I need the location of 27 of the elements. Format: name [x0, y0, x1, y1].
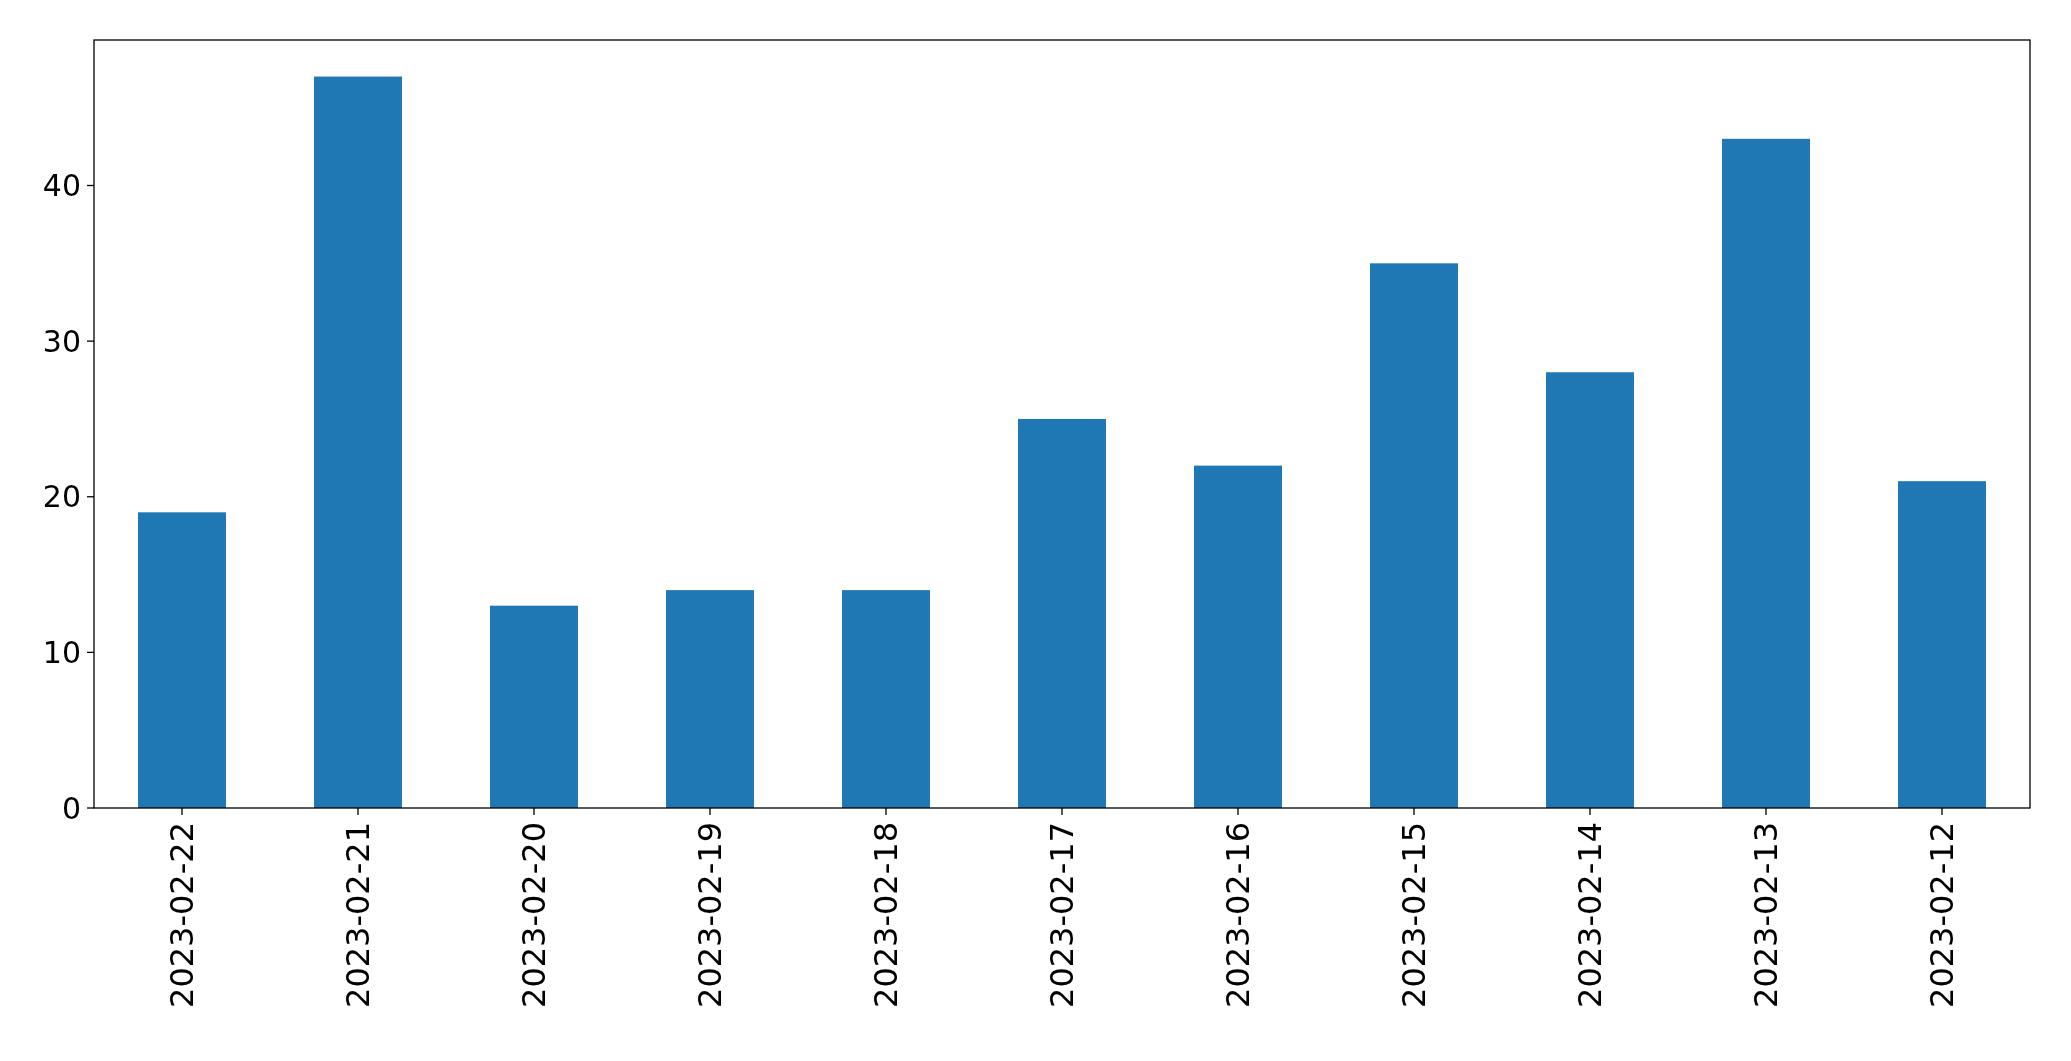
bar — [1722, 138, 1810, 808]
y-tick-label: 0 — [61, 790, 81, 826]
bar — [138, 512, 226, 808]
x-tick-label: 2023-02-14 — [1571, 822, 1610, 1008]
bar — [314, 76, 402, 808]
x-tick-label: 2023-02-13 — [1747, 822, 1786, 1008]
bar — [1194, 465, 1282, 808]
y-tick-label: 10 — [42, 634, 81, 670]
x-tick-label: 2023-02-18 — [867, 822, 906, 1008]
bar — [1018, 418, 1106, 808]
y-tick-label: 40 — [42, 168, 81, 204]
x-tick-label: 2023-02-21 — [339, 822, 378, 1008]
bar — [1370, 263, 1458, 808]
x-tick-label: 2023-02-22 — [163, 822, 202, 1008]
bar — [842, 590, 930, 808]
x-tick-label: 2023-02-20 — [515, 822, 554, 1008]
y-tick-label: 20 — [42, 479, 81, 515]
x-tick-label: 2023-02-19 — [691, 822, 730, 1008]
x-tick-label: 2023-02-15 — [1395, 822, 1434, 1008]
bar — [1546, 372, 1634, 808]
x-tick-label: 2023-02-12 — [1923, 822, 1962, 1008]
bar — [666, 590, 754, 808]
y-tick-label: 30 — [42, 323, 81, 359]
x-tick-label: 2023-02-16 — [1219, 822, 1258, 1008]
bar — [1898, 481, 1986, 808]
x-tick-label: 2023-02-17 — [1043, 822, 1082, 1008]
bar — [490, 605, 578, 808]
